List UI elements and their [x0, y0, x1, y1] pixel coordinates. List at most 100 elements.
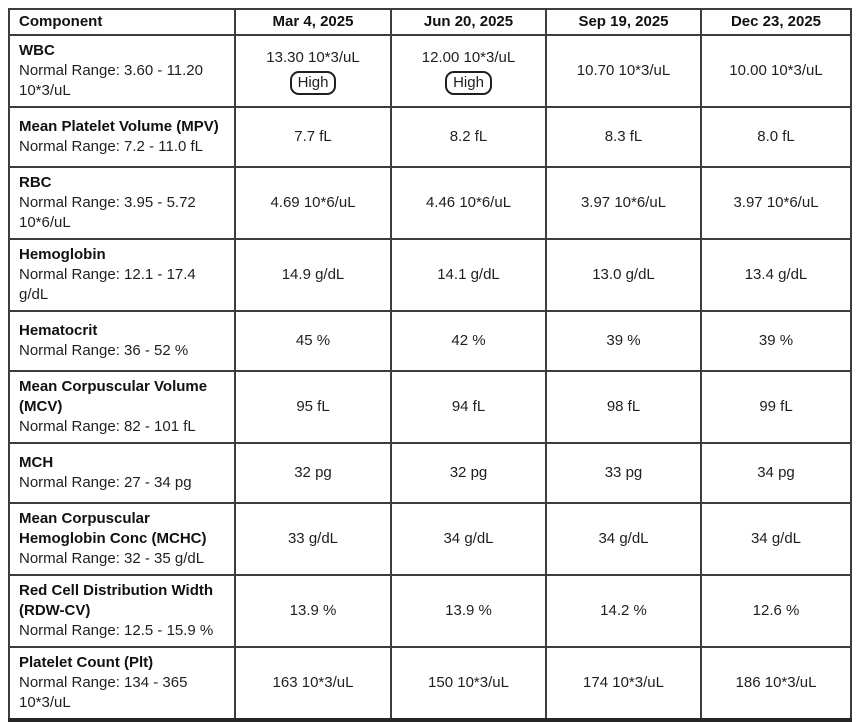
- result-value-cell: 45 %: [234, 310, 392, 372]
- result-value-cell: 4.46 10*6/uL: [390, 166, 547, 240]
- table-row: Hematocrit Normal Range: 36 - 52 % 45 % 42 …: [8, 310, 852, 372]
- lab-results-table: Component Mar 4, 2025 Jun 20, 2025 Sep 19, …: [8, 8, 852, 722]
- result-value-cell: 34 g/dL: [700, 502, 852, 576]
- result-value-cell: 8.2 fL: [390, 106, 547, 168]
- result-value-cell: 14.1 g/dL: [390, 238, 547, 312]
- result-value-cell: 12.6 %: [700, 574, 852, 648]
- result-value: 3.97 10*6/uL: [733, 194, 819, 211]
- result-value: 94 fL: [451, 398, 486, 415]
- result-value-cell: 99 fL: [700, 370, 852, 444]
- result-value-cell: 34 g/dL: [390, 502, 547, 576]
- component-normal-range: Normal Range: 3.60 - 11.20 10*3/uL: [19, 62, 203, 99]
- high-flag-badge: High: [445, 70, 492, 95]
- component-name: Mean Corpuscular Hemoglobin Conc (MCHC): [19, 510, 207, 547]
- result-value: 12.6 %: [752, 602, 800, 619]
- result-value: 45 %: [295, 332, 331, 349]
- result-value-cell: 39 %: [700, 310, 852, 372]
- result-value-cell: 174 10*3/uL: [545, 646, 702, 721]
- result-value-cell: 32 pg: [390, 442, 547, 504]
- component-cell: MCH Normal Range: 27 - 34 pg: [8, 442, 236, 504]
- result-value-cell: 98 fL: [545, 370, 702, 444]
- result-value-cell: 13.30 10*3/uL High: [234, 34, 392, 108]
- result-value-cell: 95 fL: [234, 370, 392, 444]
- component-cell: Red Cell Distribution Width (RDW-CV) Norm…: [8, 574, 236, 648]
- result-value-cell: 13.9 %: [234, 574, 392, 648]
- result-value: 34 g/dL: [750, 530, 802, 547]
- component-name: MCH: [19, 454, 54, 471]
- component-normal-range: Normal Range: 134 - 365 10*3/uL: [19, 674, 188, 711]
- result-value: 186 10*3/uL: [735, 674, 817, 691]
- component-cell: RBC Normal Range: 3.95 - 5.72 10*6/uL: [8, 166, 236, 240]
- result-value: 163 10*3/uL: [272, 674, 354, 691]
- column-header-component: Component: [8, 8, 236, 36]
- table-row: Mean Corpuscular Hemoglobin Conc (MCHC) N…: [8, 502, 852, 576]
- result-value: 8.3 fL: [604, 128, 643, 145]
- result-value-cell: 33 pg: [545, 442, 702, 504]
- component-name: WBC: [19, 42, 55, 59]
- lab-results-page: Component Mar 4, 2025 Jun 20, 2025 Sep 19, …: [8, 8, 852, 722]
- result-value-cell: 13.0 g/dL: [545, 238, 702, 312]
- result-value-cell: 94 fL: [390, 370, 547, 444]
- result-value-cell: 13.9 %: [390, 574, 547, 648]
- flag-line: High: [398, 70, 539, 95]
- result-value-cell: 10.70 10*3/uL: [545, 34, 702, 108]
- component-cell: WBC Normal Range: 3.60 - 11.20 10*3/uL: [8, 34, 236, 108]
- component-cell: Hematocrit Normal Range: 36 - 52 %: [8, 310, 236, 372]
- result-value: 3.97 10*6/uL: [580, 194, 667, 211]
- result-value: 95 fL: [296, 398, 330, 415]
- result-value: 33 pg: [604, 464, 643, 481]
- result-value-cell: 3.97 10*6/uL: [545, 166, 702, 240]
- result-value: 8.2 fL: [449, 128, 488, 145]
- component-normal-range: Normal Range: 32 - 35 g/dL: [19, 550, 205, 567]
- result-value: 4.46 10*6/uL: [425, 194, 512, 211]
- result-value-cell: 150 10*3/uL: [390, 646, 547, 721]
- result-value-cell: 7.7 fL: [234, 106, 392, 168]
- component-name: Platelet Count (Plt): [19, 654, 154, 671]
- column-header-date: Sep 19, 2025: [545, 8, 702, 36]
- result-value-cell: 3.97 10*6/uL: [700, 166, 852, 240]
- table-row: MCH Normal Range: 27 - 34 pg 32 pg 32 pg 33 …: [8, 442, 852, 504]
- table-row: Red Cell Distribution Width (RDW-CV) Norm…: [8, 574, 852, 648]
- result-value-cell: 14.9 g/dL: [234, 238, 392, 312]
- component-normal-range: Normal Range: 7.2 - 11.0 fL: [19, 138, 203, 155]
- result-value: 174 10*3/uL: [583, 674, 664, 691]
- result-value-cell: 8.3 fL: [545, 106, 702, 168]
- component-name: Hematocrit: [19, 322, 98, 339]
- flag-line: High: [242, 70, 384, 95]
- component-normal-range: Normal Range: 12.1 - 17.4 g/dL: [19, 266, 196, 303]
- result-value-cell: 163 10*3/uL: [234, 646, 392, 721]
- component-cell: Hemoglobin Normal Range: 12.1 - 17.4 g/dL: [8, 238, 236, 312]
- result-value-cell: 39 %: [545, 310, 702, 372]
- table-header-row: Component Mar 4, 2025 Jun 20, 2025 Sep 19, …: [8, 8, 852, 36]
- result-value: 12.00 10*3/uL: [421, 48, 516, 66]
- result-value-cell: 12.00 10*3/uL High: [390, 34, 547, 108]
- result-value-cell: 34 pg: [700, 442, 852, 504]
- result-value-cell: 14.2 %: [545, 574, 702, 648]
- result-value-cell: 8.0 fL: [700, 106, 852, 168]
- component-normal-range: Normal Range: 36 - 52 %: [19, 342, 189, 359]
- component-name: Mean Platelet Volume (MPV): [19, 118, 219, 135]
- result-value: 13.9 %: [445, 602, 492, 619]
- result-value: 13.9 %: [289, 602, 337, 619]
- component-name: Red Cell Distribution Width (RDW-CV): [19, 582, 214, 619]
- component-cell: Mean Platelet Volume (MPV) Normal Range: …: [8, 106, 236, 168]
- result-value: 34 pg: [757, 464, 795, 481]
- result-value: 14.9 g/dL: [281, 266, 345, 283]
- component-name: Mean Corpuscular Volume (MCV): [19, 378, 208, 415]
- result-value: 33 g/dL: [287, 530, 339, 547]
- result-value: 34 g/dL: [598, 530, 649, 547]
- result-value: 13.30 10*3/uL: [266, 48, 360, 66]
- result-value: 13.0 g/dL: [592, 266, 655, 283]
- result-value: 34 g/dL: [443, 530, 494, 547]
- column-header-date: Dec 23, 2025: [700, 8, 852, 36]
- result-value: 39 %: [758, 332, 794, 349]
- result-value-cell: 186 10*3/uL: [700, 646, 852, 721]
- result-value: 10.00 10*3/uL: [729, 62, 823, 79]
- table-row: Hemoglobin Normal Range: 12.1 - 17.4 g/dL…: [8, 238, 852, 312]
- component-normal-range: Normal Range: 12.5 - 15.9 %: [19, 622, 214, 639]
- result-value-cell: 42 %: [390, 310, 547, 372]
- table-row: Mean Corpuscular Volume (MCV) Normal Rang…: [8, 370, 852, 444]
- result-value: 150 10*3/uL: [428, 674, 509, 691]
- result-value: 42 %: [451, 332, 486, 349]
- result-value-cell: 34 g/dL: [545, 502, 702, 576]
